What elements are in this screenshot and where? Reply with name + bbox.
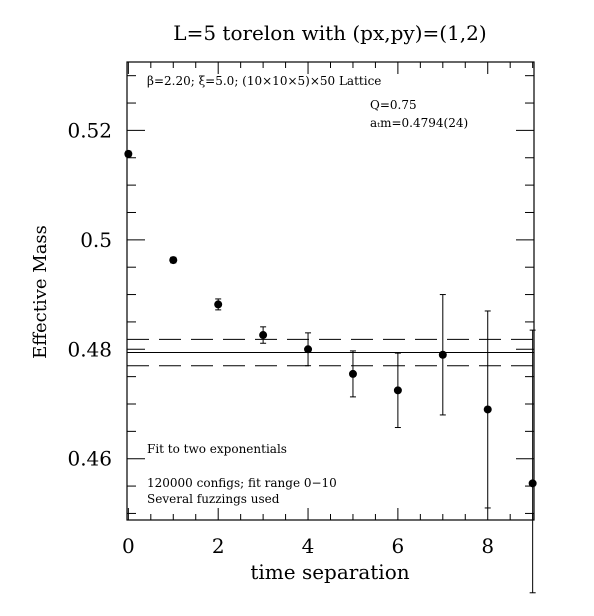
annotation-fit: Fit to two exponentials [147, 442, 287, 456]
data-points [124, 149, 537, 594]
y-tick-label: 0.48 [67, 337, 112, 361]
chart-title: L=5 torelon with (px,py)=(1,2) [173, 21, 486, 45]
data-point [483, 405, 492, 414]
annotation-mass: aₜm=0.4794(24) [370, 116, 468, 130]
x-tick-label: 2 [212, 534, 225, 558]
x-tick-label: 8 [481, 534, 494, 558]
data-point [438, 350, 447, 359]
y-tick-label: 0.5 [80, 228, 112, 252]
annotation-configs: 120000 configs; fit range 0−10 [147, 476, 337, 490]
tick-labels: 0 2 4 6 8 0.46 0.48 0.5 0.52 [67, 118, 494, 558]
fit-lines [127, 338, 534, 367]
x-tick-label: 6 [392, 534, 405, 558]
data-point [528, 479, 537, 488]
data-point [124, 149, 133, 158]
annotation-q: Q=0.75 [370, 98, 417, 112]
data-point [393, 386, 402, 395]
x-axis-label: time separation [250, 560, 409, 584]
data-point [348, 369, 357, 378]
data-point [259, 331, 268, 340]
x-tick-label: 4 [302, 534, 315, 558]
annotation-lattice: β=2.20; ξ=5.0; (10×10×5)×50 Lattice [147, 74, 381, 88]
data-point [169, 256, 178, 265]
data-point [304, 345, 313, 354]
annotation-fuzzings: Several fuzzings used [147, 492, 280, 506]
y-tick-label: 0.46 [67, 447, 112, 471]
x-tick-label: 0 [122, 534, 135, 558]
y-axis-label: Effective Mass [30, 225, 51, 359]
data-point [214, 300, 223, 309]
y-tick-label: 0.52 [67, 118, 112, 142]
